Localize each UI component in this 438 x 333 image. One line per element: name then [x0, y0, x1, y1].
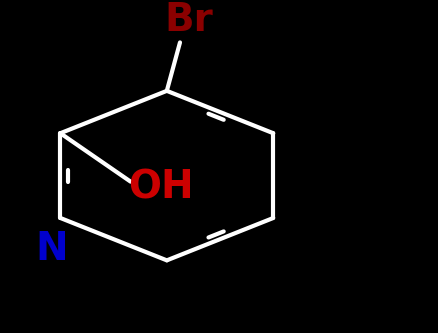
Text: Br: Br [164, 1, 213, 39]
Text: N: N [35, 230, 68, 268]
Text: OH: OH [128, 169, 194, 207]
